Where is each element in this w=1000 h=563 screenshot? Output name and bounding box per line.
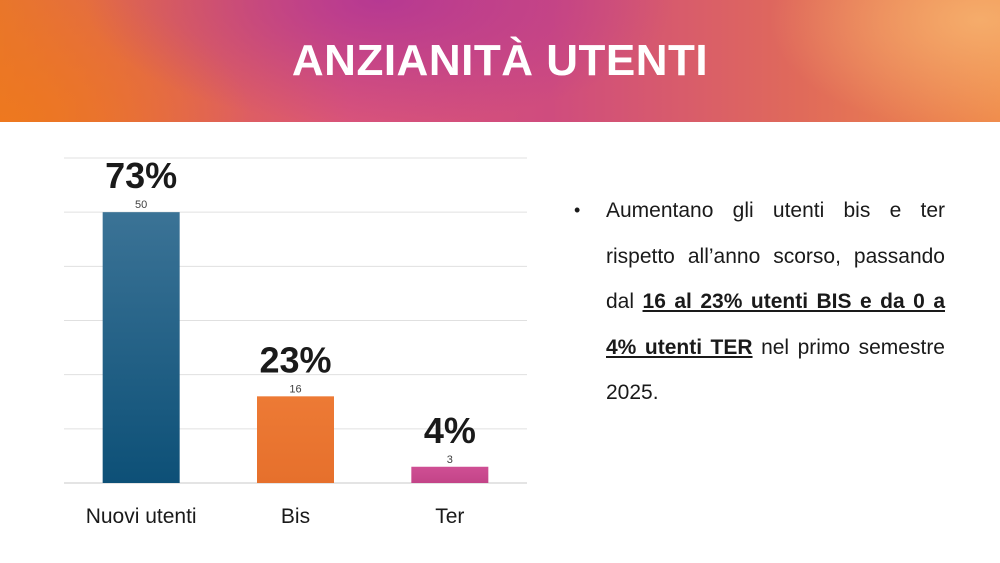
note-bullet: • Aumentano gli utenti bis e ter rispett… <box>574 188 945 416</box>
bullet-dot-icon: • <box>574 200 581 220</box>
bar-percent-label: 23% <box>259 339 331 380</box>
bar-value-label: 3 <box>447 454 453 466</box>
bar-bis <box>257 396 334 483</box>
bar-percent-label: 4% <box>424 410 476 451</box>
title-banner: ANZIANITÀ UTENTI <box>0 0 1000 122</box>
bar-value-label: 16 <box>289 383 301 395</box>
category-tick-label: Bis <box>281 505 310 528</box>
note-part-1: Aumentano gli utenti bis e ter rispetto … <box>606 199 945 313</box>
slide-title: ANZIANITÀ UTENTI <box>291 36 709 85</box>
bar-ter <box>411 466 489 483</box>
bar-nuovi-utenti <box>102 212 180 483</box>
note-emphasis: 16 al 23% utenti BIS e da 0 a 4% utenti … <box>606 290 945 359</box>
note-text: Aumentano gli utenti bis e ter rispetto … <box>606 188 945 416</box>
bar-value-label: 50 <box>135 199 147 211</box>
category-tick-label: Ter <box>435 505 464 528</box>
note-part-2: nel primo semestre 2025. <box>606 335 945 405</box>
category-tick-label: Nuovi utenti <box>86 505 197 528</box>
bar-percent-label: 73% <box>105 155 177 196</box>
